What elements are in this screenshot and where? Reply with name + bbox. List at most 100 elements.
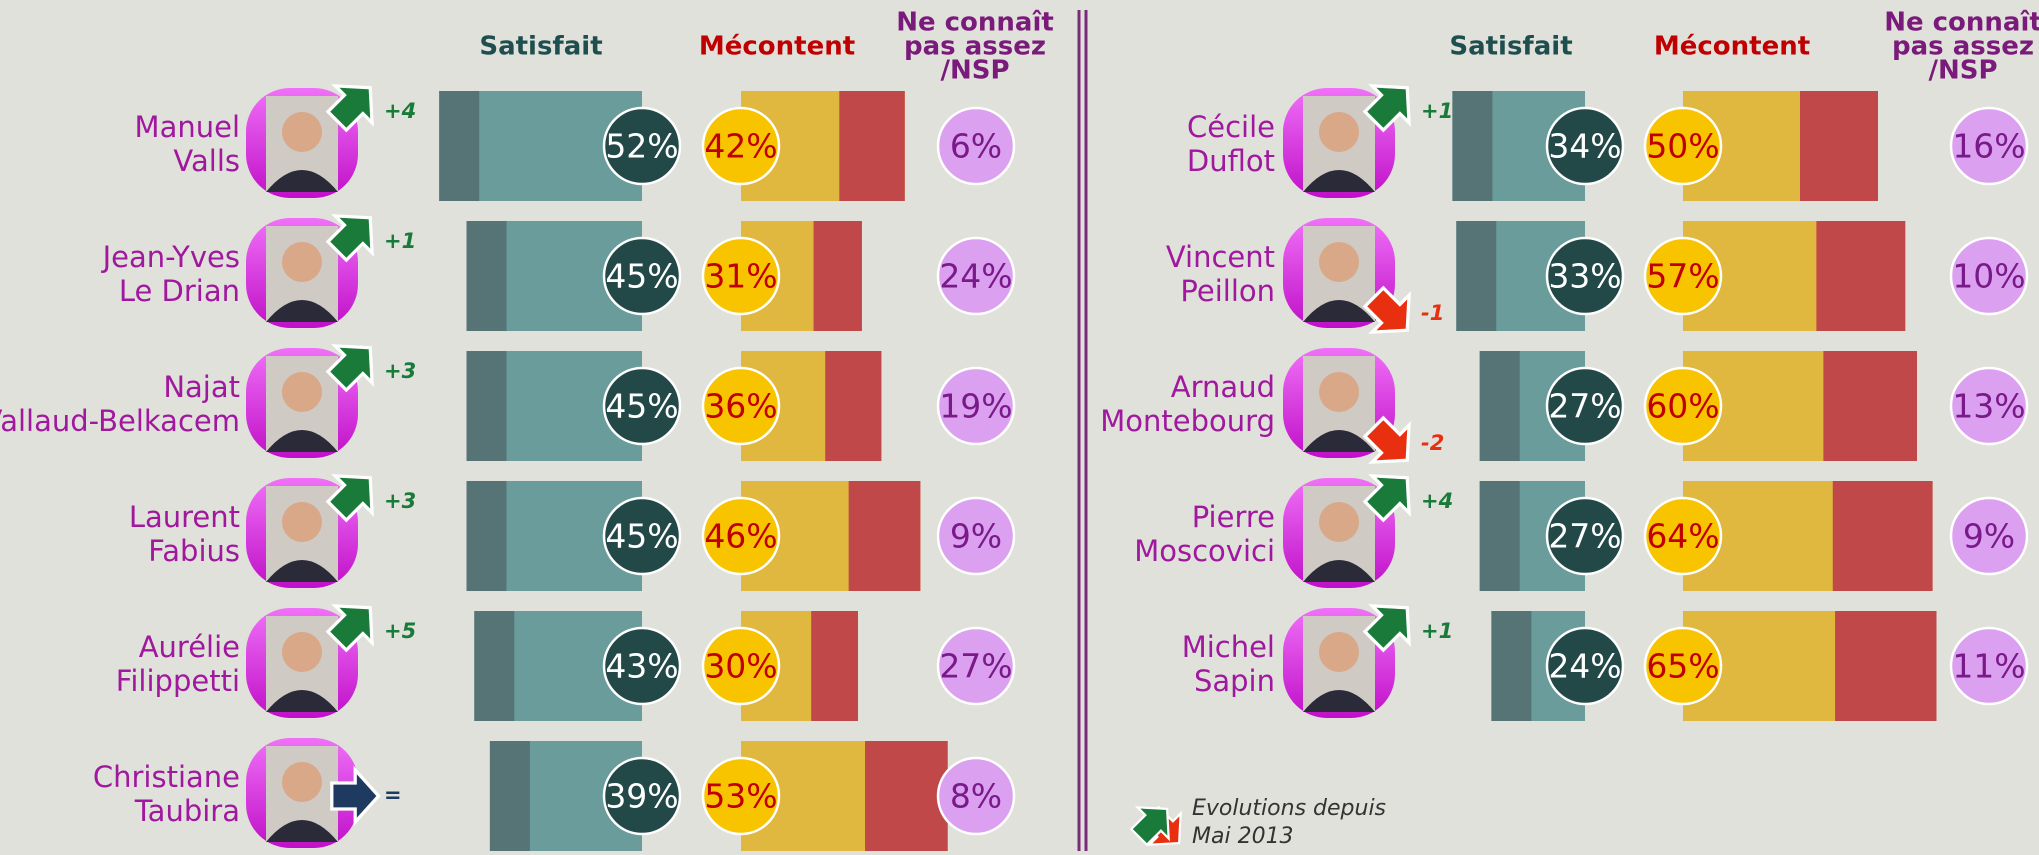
evolution-label: +1: [384, 229, 416, 253]
bar-shade: [1480, 481, 1520, 591]
bar-shade: [1480, 351, 1520, 461]
value-label: 39%: [605, 777, 678, 816]
value-label: 45%: [605, 517, 678, 556]
bar-shade: [811, 611, 858, 721]
value-label: 24%: [939, 257, 1012, 296]
value-label: 31%: [704, 257, 777, 296]
column-header: Satisfait: [479, 32, 602, 62]
evolution-label: +5: [384, 619, 416, 643]
column-header: Satisfait: [1449, 32, 1572, 62]
person-name: Arnaud: [1171, 370, 1275, 404]
bar-shade: [467, 481, 507, 591]
bar-shade: [825, 351, 881, 461]
value-label: 43%: [605, 647, 678, 686]
column-header: /NSP: [1928, 56, 1997, 86]
bar-shade: [849, 481, 921, 591]
bar-shade: [1452, 91, 1492, 201]
value-label: 50%: [1646, 127, 1719, 166]
evolution-label: +3: [384, 359, 416, 383]
bar-shade: [467, 351, 507, 461]
photo-head: [282, 502, 322, 542]
value-label: 42%: [704, 127, 777, 166]
person-name: Vincent: [1166, 240, 1275, 274]
value-label: 16%: [1952, 127, 2025, 166]
value-label: 30%: [704, 647, 777, 686]
infographic: SatisfaitMécontentNe connaîtpas assez/NS…: [0, 0, 2039, 851]
person-name: Michel: [1182, 630, 1275, 664]
value-label: 19%: [939, 387, 1012, 426]
bar-shade: [1835, 611, 1936, 721]
value-label: 9%: [950, 517, 1002, 556]
value-label: 36%: [704, 387, 777, 426]
photo-head: [1319, 112, 1359, 152]
person-name: Moscovici: [1134, 534, 1275, 568]
column-header: /NSP: [940, 56, 1009, 86]
value-label: 33%: [1548, 257, 1621, 296]
bar-shade: [865, 741, 948, 851]
photo-head: [1319, 632, 1359, 672]
evolution-label: +4: [384, 99, 416, 123]
bar-shade: [839, 91, 905, 201]
column-header: Mécontent: [699, 32, 855, 62]
bar-shade: [1456, 221, 1496, 331]
person-name: Taubira: [134, 794, 240, 828]
bar-shade: [1800, 91, 1878, 201]
bar-shade: [1816, 221, 1905, 331]
value-label: 8%: [950, 777, 1002, 816]
bar-shade: [1491, 611, 1531, 721]
value-label: 52%: [605, 127, 678, 166]
photo-head: [282, 112, 322, 152]
value-label: 9%: [1963, 517, 2015, 556]
evolution-label: -1: [1421, 301, 1444, 325]
bar-shade: [467, 221, 507, 331]
bar-shade: [814, 221, 862, 331]
evolution-label: =: [384, 783, 402, 807]
evolution-label: +4: [1421, 489, 1453, 513]
value-label: 27%: [1548, 517, 1621, 556]
bar-shade: [1833, 481, 1933, 591]
evolution-label: +1: [1421, 99, 1453, 123]
photo-head: [1319, 242, 1359, 282]
value-label: 57%: [1646, 257, 1719, 296]
photo-head: [282, 372, 322, 412]
person-name: Sapin: [1194, 664, 1275, 698]
value-label: 27%: [939, 647, 1012, 686]
person-name: Le Drian: [119, 274, 240, 308]
value-label: 60%: [1646, 387, 1719, 426]
value-label: 64%: [1646, 517, 1719, 556]
photo-head: [1319, 502, 1359, 542]
person-name: Christiane: [93, 760, 240, 794]
person-name: Duflot: [1187, 144, 1275, 178]
evolution-label: +1: [1421, 619, 1453, 643]
value-label: 24%: [1548, 647, 1621, 686]
value-label: 46%: [704, 517, 777, 556]
person-name: Cécile: [1187, 110, 1275, 144]
column-header: Mécontent: [1654, 32, 1810, 62]
legend-note: Mai 2013: [1192, 824, 1294, 849]
bar-shade: [490, 741, 530, 851]
value-label: 65%: [1646, 647, 1719, 686]
photo-head: [282, 762, 322, 802]
value-label: 53%: [704, 777, 777, 816]
bar-shade: [439, 91, 479, 201]
bar-shade: [474, 611, 514, 721]
person-name: Najat: [163, 370, 240, 404]
value-label: 6%: [950, 127, 1002, 166]
person-name: Jean-Yves: [101, 240, 240, 274]
photo-head: [1319, 372, 1359, 412]
person-name: Vallaud-Belkacem: [0, 404, 240, 438]
person-name: Peillon: [1180, 274, 1275, 308]
person-name: Manuel: [135, 110, 240, 144]
value-label: 27%: [1548, 387, 1621, 426]
photo-head: [282, 632, 322, 672]
value-label: 13%: [1952, 387, 2025, 426]
value-label: 45%: [605, 257, 678, 296]
value-label: 45%: [605, 387, 678, 426]
person-name: Filippetti: [116, 664, 240, 698]
person-name: Pierre: [1192, 500, 1275, 534]
person-name: Montebourg: [1100, 404, 1275, 438]
bar-shade: [1823, 351, 1917, 461]
person-name: Laurent: [129, 500, 240, 534]
person-name: Fabius: [148, 534, 240, 568]
legend-note: Evolutions depuis: [1192, 796, 1386, 821]
